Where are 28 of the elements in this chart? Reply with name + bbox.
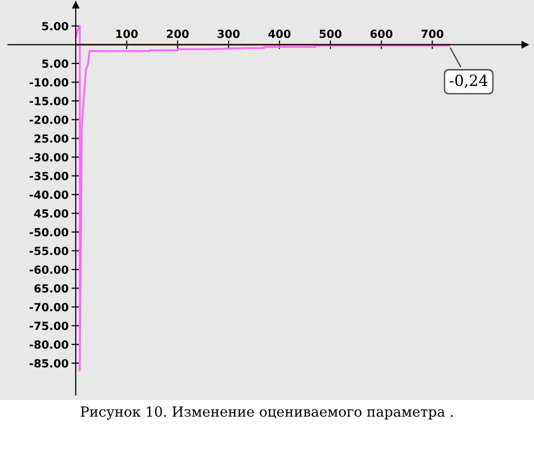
y-tick-label: -75.00 [30,322,68,330]
y-tick-label: 5.00 [42,22,68,30]
x-tick-label: 600 [370,30,392,38]
y-tick-label: 5.00 [42,59,68,68]
y-tick-label: -85.00 [30,359,68,368]
y-tick-label: 25.00 [34,134,68,143]
x-tick-label: 200 [166,30,189,38]
y-tick-label: -35.00 [30,172,68,180]
y-tick-label: -30.00 [30,153,68,162]
x-tick-label: 700 [421,30,444,38]
y-tick-label: -50.00 [30,228,68,236]
x-tick-label: 300 [218,30,240,38]
annotation: -0,24 [450,74,488,88]
y-tick-label: -10.00 [30,78,68,87]
y-tick-label: 65.00 [34,284,68,293]
x-tick-label: 100 [116,30,138,38]
line-series [74,25,450,372]
x-tick-label: 400 [268,30,291,38]
x-tick-label: 500 [320,30,342,38]
y-tick-label: -15.00 [30,96,68,106]
y-tick-label: -70.00 [30,302,68,312]
y-tick-label: -80.00 [30,340,68,349]
y-tick-label: -60.00 [30,265,68,274]
y-tick-label: 45.00 [34,209,68,218]
y-tick-label: -20.00 [30,116,68,124]
y-tick-label: -55.00 [30,246,68,256]
text: Рисунок 10. Изменение оцениваемого параметра . [80,406,453,420]
y-tick-label: -40.00 [30,190,68,199]
